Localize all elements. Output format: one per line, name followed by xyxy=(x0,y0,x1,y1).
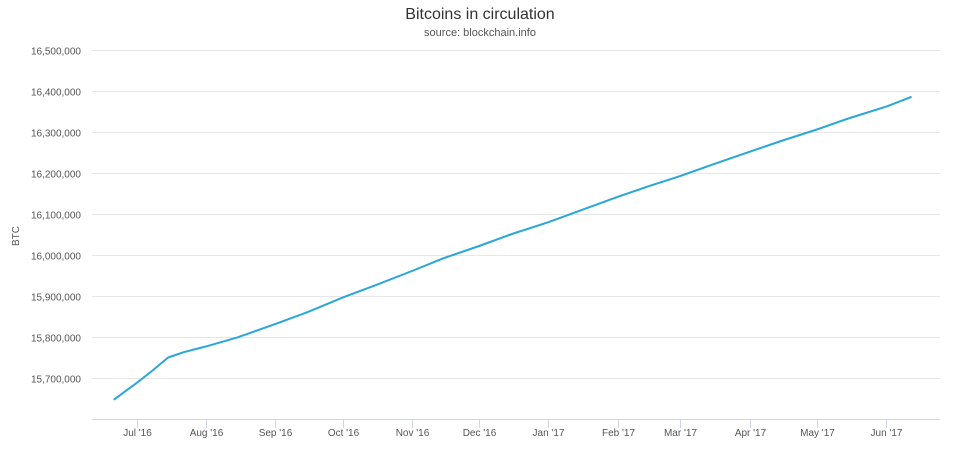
axes xyxy=(92,419,940,428)
y-axis-label: BTC xyxy=(11,226,22,246)
y-tick-label: 15,800,000 xyxy=(31,334,81,345)
y-tick-label: 16,100,000 xyxy=(31,211,81,222)
x-tick-labels: Jul '16 Aug '16 Sep '16 Oct '16 Nov '16 Dec '… xyxy=(123,428,903,439)
x-tick-label: Feb '17 xyxy=(602,428,635,439)
y-tick-label: 15,700,000 xyxy=(31,375,81,386)
x-tick-label: Mar '17 xyxy=(664,428,697,439)
x-tick-label: Jun '17 xyxy=(871,428,903,439)
chart-subtitle: source: blockchain.info xyxy=(424,27,536,39)
x-tick-label: Apr '17 xyxy=(735,428,767,439)
x-tick-label: Nov '16 xyxy=(396,428,430,439)
y-tick-label: 15,900,000 xyxy=(31,293,81,304)
x-tick-label: Oct '16 xyxy=(328,428,360,439)
x-tick-label: Aug '16 xyxy=(190,428,224,439)
y-tick-label: 16,200,000 xyxy=(31,170,81,181)
y-tick-label: 16,000,000 xyxy=(31,252,81,263)
y-tick-label: 16,400,000 xyxy=(31,88,81,99)
chart-title: Bitcoins in circulation xyxy=(405,6,555,23)
y-tick-label: 16,500,000 xyxy=(31,47,81,58)
y-tick-labels: 15,700,000 15,800,000 15,900,000 16,000,000… xyxy=(31,47,81,386)
x-tick-label: Jul '16 xyxy=(123,428,152,439)
series-lines xyxy=(113,96,912,401)
x-tick-label: Sep '16 xyxy=(259,428,293,439)
x-tick-label: Dec '16 xyxy=(463,428,497,439)
x-tick-label: May '17 xyxy=(800,428,835,439)
y-tick-label: 16,300,000 xyxy=(31,129,81,140)
x-tick-label: Jan '17 xyxy=(533,428,565,439)
series-line xyxy=(113,96,912,401)
grid-lines xyxy=(92,50,940,379)
